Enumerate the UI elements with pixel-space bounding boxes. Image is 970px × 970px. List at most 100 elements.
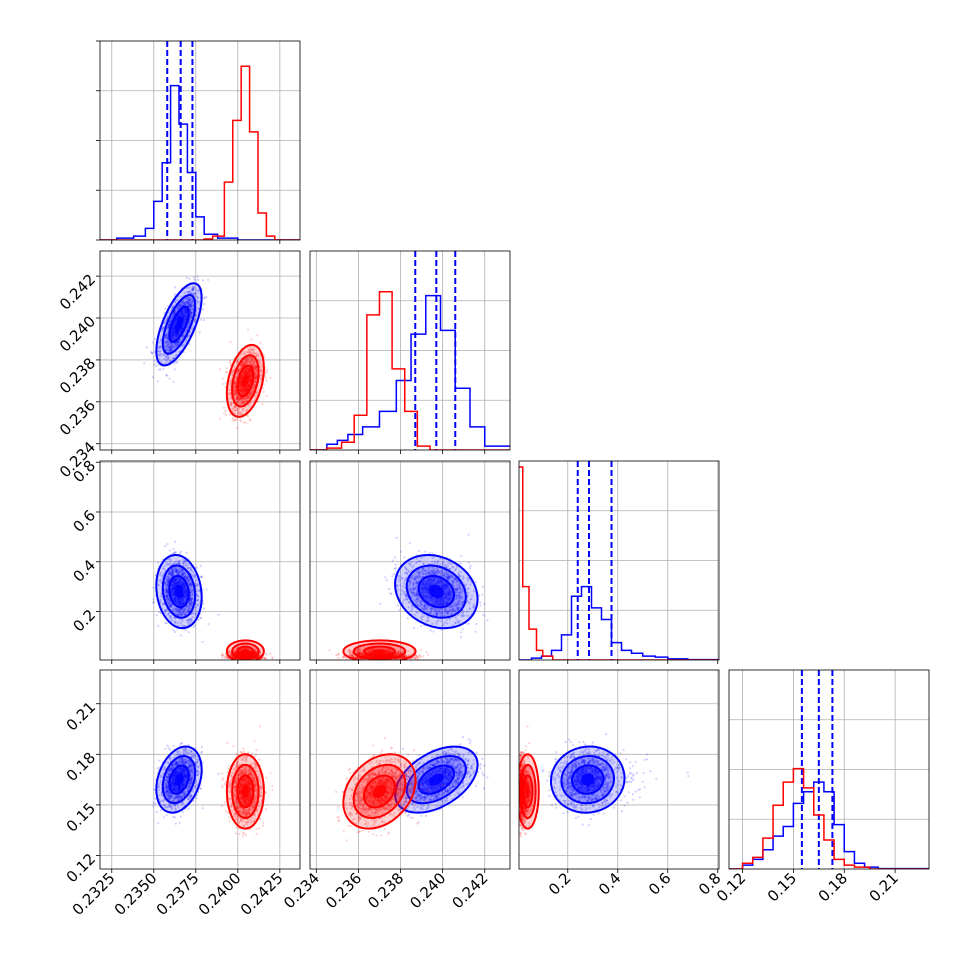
y-tick-label: 0.4 (69, 556, 99, 586)
contour-blue (161, 564, 197, 619)
contour-blue (168, 574, 190, 609)
contour-blue (168, 764, 190, 795)
contour-blue (155, 282, 203, 367)
y-tick-label: 0.240 (56, 312, 99, 355)
panel-frame (309, 460, 511, 661)
x-tick-label: 0.21 (866, 869, 902, 905)
x-tick-label: 0.12 (713, 869, 749, 905)
contour-red (225, 753, 265, 830)
y-tick-label: 0.2 (69, 606, 99, 636)
y-tick-label: 0.21 (63, 698, 99, 734)
density-fill (428, 773, 444, 786)
x-tick-label: 0.15 (764, 869, 800, 905)
contour-red (231, 354, 260, 408)
histogram-red (729, 767, 929, 869)
contour-red (225, 639, 265, 660)
contour-red (522, 774, 534, 809)
contour-red (342, 753, 417, 830)
contour-blue (155, 745, 203, 814)
panel-1-1 (309, 250, 511, 454)
contour-blue (161, 293, 197, 355)
panel-frame (309, 250, 511, 451)
contour-blue (394, 554, 479, 630)
x-tick-label: 0.2375 (153, 869, 203, 919)
panel-frame (99, 460, 301, 661)
x-tick-label: 0.236 (322, 869, 365, 912)
contour-blue (550, 745, 626, 814)
x-tick-label: 0.18 (815, 869, 851, 905)
x-tick-label: 0.234 (280, 869, 323, 912)
contour-red (236, 364, 255, 398)
y-tick-label: 0.18 (63, 749, 99, 785)
density-fill (241, 649, 249, 654)
panel-frame (99, 250, 301, 451)
contour-red (352, 642, 407, 660)
density-fill (174, 773, 184, 786)
panel-3-1 (309, 669, 511, 873)
density-fill (372, 649, 387, 654)
density-fill (428, 584, 444, 599)
panel-frame (728, 669, 930, 870)
contour-blue (155, 554, 203, 630)
contour-blue (560, 755, 615, 805)
density-fill (372, 784, 387, 799)
contour-red (236, 645, 255, 657)
contour-red (225, 343, 265, 418)
contour-red (231, 642, 260, 660)
x-tick-label: 0.2350 (111, 869, 161, 919)
x-tick-label: 0.6 (645, 869, 675, 899)
panel-frame (309, 669, 511, 870)
density-fill (241, 784, 249, 799)
panel-3-2 (518, 669, 720, 873)
y-tick-label: 0.6 (69, 506, 99, 536)
contour-blue (417, 574, 456, 609)
contour-red (231, 763, 260, 819)
density-fill (174, 584, 184, 599)
panel-frame (518, 460, 720, 661)
contour-red (519, 763, 537, 819)
y-tick-label: 0.15 (63, 799, 99, 835)
x-tick-label: 0.2425 (237, 869, 287, 919)
panel-0-0 (96, 40, 301, 244)
contour-blue (417, 764, 455, 795)
contour-red (236, 774, 255, 809)
histogram-blue (310, 294, 510, 450)
panel-1-0 (96, 250, 301, 454)
panel-frame (518, 669, 720, 870)
contour-red (363, 774, 396, 809)
panel-frame (99, 669, 301, 870)
x-tick-label: 0.4 (595, 869, 625, 899)
contour-red (352, 763, 407, 819)
x-tick-label: 0.238 (364, 869, 407, 912)
contour-red (363, 645, 396, 657)
histogram-blue (729, 781, 929, 869)
contour-blue (571, 764, 605, 795)
contour-blue (405, 564, 467, 619)
x-tick-label: 0.242 (448, 869, 491, 912)
contour-red (519, 753, 540, 830)
density-fill (241, 374, 249, 388)
panel-2-2 (518, 460, 720, 664)
panel-3-3 (728, 669, 930, 873)
histogram-red (519, 466, 719, 660)
histogram-blue (519, 585, 719, 660)
histogram-red (310, 290, 510, 450)
contour-blue (168, 305, 190, 343)
contour-red (342, 639, 417, 660)
panel-3-0 (96, 669, 301, 873)
density-fill (174, 316, 184, 332)
y-tick-label: 0.242 (56, 270, 99, 313)
x-tick-label: 0.2 (545, 869, 575, 899)
contour-blue (161, 755, 197, 805)
histogram-blue (100, 84, 300, 240)
density-fill (525, 784, 530, 799)
y-tick-label: 0.238 (56, 354, 99, 397)
contour-blue (405, 755, 467, 805)
density-fill (580, 773, 595, 786)
histogram-red (100, 65, 300, 240)
panel-2-1 (309, 460, 511, 664)
scatter-points-blue (152, 540, 220, 644)
x-tick-label: 0.240 (406, 869, 449, 912)
y-tick-label: 0.236 (56, 396, 99, 439)
